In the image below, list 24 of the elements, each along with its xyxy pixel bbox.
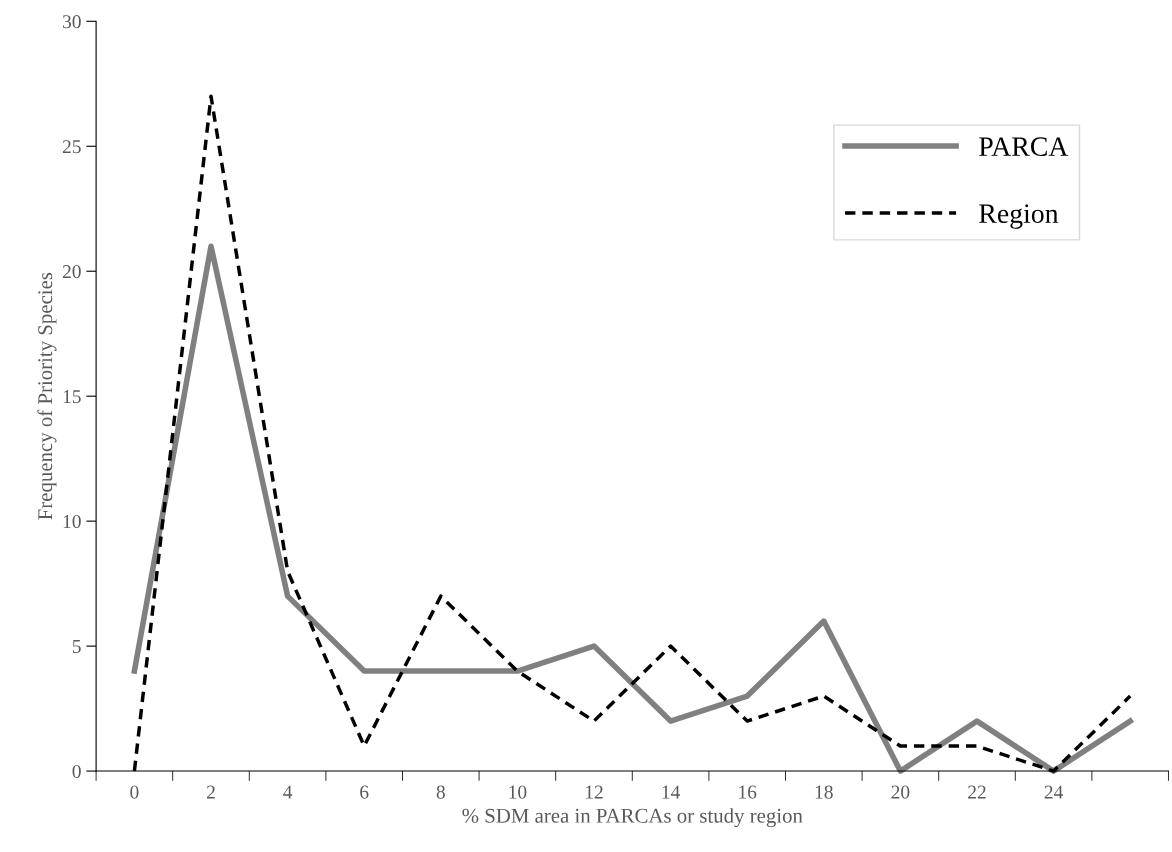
x-tick-label: 12 [585, 785, 603, 799]
y-tick-label: 5 [72, 640, 81, 654]
x-tick-label: 18 [815, 785, 833, 799]
y-tick-label: 0 [72, 764, 81, 778]
x-tick-label: 20 [891, 785, 910, 799]
y-tick-label: 30 [63, 15, 81, 29]
x-tick-label: 14 [662, 785, 681, 799]
x-tick-label: 10 [509, 785, 527, 799]
y-tick-label: 10 [63, 514, 81, 529]
legend-label: Region [979, 204, 1059, 229]
x-tick-label: 24 [1044, 785, 1063, 799]
y-axis-title: Frequency of Priority Species [37, 272, 57, 520]
x-tick-label: 2 [206, 785, 215, 799]
y-tick-label: 20 [62, 265, 81, 279]
x-tick-label: 22 [968, 785, 986, 799]
x-axis-title: % SDM area in PARCAs or study region [462, 808, 803, 828]
x-tick-label: 8 [436, 785, 445, 799]
y-tick-label: 25 [62, 140, 81, 154]
x-tick-label: 4 [283, 785, 293, 799]
x-tick-label: 16 [739, 785, 757, 799]
legend-label: PARCA [979, 137, 1069, 156]
x-tick-label: 0 [130, 785, 139, 799]
y-tick-label: 15 [63, 390, 81, 404]
x-tick-label: 6 [360, 785, 369, 799]
